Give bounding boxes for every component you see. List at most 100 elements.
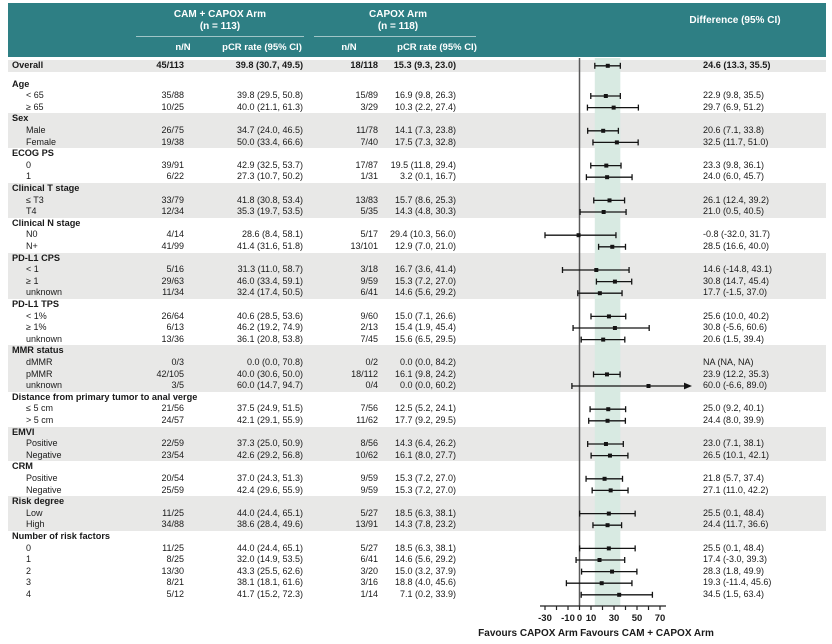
cam-n-N-value: 13/36 [161, 333, 184, 344]
subgroup-label: dMMR [26, 357, 53, 367]
capox-n-N-value: 9/59 [360, 275, 378, 286]
point-estimate-marker [610, 569, 615, 574]
capox-pcr-rate-value: 18.5 (6.3, 38.1) [394, 542, 456, 553]
table-row: Low 11/25 44.0 (24.4, 65.1) 5/27 18.5 (6.3, … [8, 507, 826, 520]
capox-n-N-value: 3/18 [360, 264, 378, 275]
x-tick-label: 70 [655, 613, 666, 624]
table-row: Male 26/75 34.7 (24.0, 46.5) 11/78 14.1 (7.3… [8, 125, 826, 137]
subgroup-header-label: CRM [12, 461, 33, 472]
cam-pcr-rate-value: 41.8 (30.8, 53.4) [236, 194, 303, 205]
difference-ci-value: 24.4 (11.7, 36.6) [703, 519, 769, 530]
ci-right-arrow [684, 382, 692, 390]
cam-pcr-rate-value: 36.1 (20.8, 53.8) [236, 333, 303, 344]
point-estimate-marker [612, 326, 617, 330]
subgroup-label: 4 [26, 589, 32, 599]
cam-pcr-rate-value: 38.6 (28.4, 49.6) [236, 519, 303, 530]
subgroup-label: Female [26, 136, 57, 147]
cam-n-N-value: 33/79 [161, 194, 184, 205]
cam-pcr-rate-value: 39.8 (30.7, 49.5) [235, 60, 303, 70]
table-row: EMVI [8, 426, 826, 439]
cam-pcr-rate-value: 42.4 (29.6, 55.9) [236, 484, 303, 495]
point-estimate-marker [606, 546, 611, 551]
difference-ci-value: 24.0 (6.0, 45.7) [703, 171, 765, 182]
cam-n-N-value: 5/12 [166, 589, 184, 599]
capox-n-N-value: 13/91 [355, 519, 378, 530]
capox-n-N-value: 10/62 [355, 449, 378, 460]
point-estimate-marker [607, 198, 612, 203]
difference-ci-value: NA (NA, NA) [703, 357, 754, 367]
capox-n-N-value: 0/4 [365, 380, 378, 391]
difference-ci-value: 20.6 (1.5, 39.4) [703, 333, 765, 344]
capox-pcr-rate-value: 17.5 (7.3, 32.8) [394, 136, 456, 147]
table-row: 3 8/21 38.1 (18.1, 61.6) 3/16 18.8 (4.0, 45.… [8, 577, 826, 589]
point-estimate-marker [601, 337, 606, 342]
cam-n-N-value: 8/25 [166, 554, 184, 565]
cam-n-N-value: 20/54 [161, 473, 184, 483]
capox-pcr-rate-value: 15.3 (7.2, 27.0) [394, 473, 456, 483]
arm2-nN-column-header: n/N [341, 42, 357, 53]
difference-ci-value: 32.5 (11.7, 51.0) [703, 136, 769, 147]
difference-ci-value: 24.4 (8.0, 39.9) [703, 415, 765, 425]
capox-pcr-rate-value: 14.3 (4.8, 30.3) [394, 206, 456, 217]
arm1-sample-size: (n = 113) [199, 21, 241, 32]
subgroup-label: Negative [26, 449, 62, 460]
table-row: < 65 35/88 39.8 (29.5, 50.8) 15/89 16.9 (9.8… [8, 90, 826, 102]
arm2-pcr-column-header: pCR rate (95% CI) [397, 42, 477, 53]
capox-n-N-value: 11/62 [356, 415, 378, 425]
table-row: PD-L1 TPS [8, 299, 826, 311]
subgroup-label: < 1 [26, 264, 39, 275]
cam-pcr-rate-value: 35.3 (19.7, 53.5) [236, 206, 303, 217]
cam-n-N-value: 22/59 [161, 438, 184, 449]
subgroup-header-label: Age [12, 78, 30, 89]
point-estimate-marker [601, 128, 606, 133]
cam-n-N-value: 0/3 [171, 357, 184, 367]
capox-pcr-rate-value: 14.3 (7.8, 23.2) [394, 519, 456, 530]
cam-n-N-value: 13/30 [161, 565, 184, 576]
table-row: Clinical T stage [8, 183, 826, 195]
subgroup-header-label: ECOG PS [12, 148, 54, 159]
cam-pcr-rate-value: 28.6 (8.4, 58.1) [241, 229, 303, 240]
table-row: < 1% 26/64 40.6 (28.5, 53.6) 9/60 15.0 (7.1,… [8, 311, 826, 323]
difference-ci-value: 26.5 (10.1, 42.1) [703, 449, 770, 460]
subgroup-label: 1 [26, 554, 32, 565]
subgroup-label: < 65 [26, 90, 44, 101]
subgroup-label: Positive [26, 438, 58, 449]
cam-n-N-value: 10/25 [161, 101, 184, 112]
difference-ci-value: 24.6 (13.3, 35.5) [703, 60, 771, 70]
capox-pcr-rate-value: 19.5 (11.8, 29.4) [390, 159, 456, 170]
table-row: 0 11/25 44.0 (24.4, 65.1) 5/27 18.5 (6.3, 38… [8, 543, 826, 555]
point-estimate-marker [611, 105, 616, 110]
cam-pcr-rate-value: 39.8 (29.5, 50.8) [236, 90, 303, 101]
capox-pcr-rate-value: 7.1 (0.2, 33.9) [399, 589, 456, 599]
difference-column-header: Difference (95% CI) [689, 15, 781, 26]
cam-n-N-value: 4/14 [166, 229, 184, 240]
cam-pcr-rate-value: 34.7 (24.0, 46.5) [236, 125, 303, 135]
table-row: Positive 20/54 37.0 (24.3, 51.3) 9/59 15.3 (… [8, 473, 826, 485]
table-row: High 34/88 38.6 (28.4, 49.6) 13/91 14.3 (7.8… [8, 519, 826, 531]
table-row: ≤ T3 33/79 41.8 (30.8, 53.4) 13/83 15.7 (8.6… [8, 194, 826, 207]
x-tick-label: 50 [632, 613, 643, 624]
cam-pcr-rate-value: 46.0 (33.4, 59.1) [236, 275, 303, 286]
capox-pcr-rate-value: 12.5 (5.2, 24.1) [394, 403, 456, 414]
table-row: ≤ 5 cm 21/56 37.5 (24.9, 51.5) 7/56 12.5 (5.… [8, 403, 826, 415]
cam-pcr-rate-value: 31.3 (11.0, 58.7) [237, 264, 303, 275]
capox-n-N-value: 5/35 [360, 206, 378, 217]
capox-n-N-value: 9/60 [360, 310, 378, 321]
cam-pcr-rate-value: 32.0 (14.9, 53.5) [236, 554, 303, 565]
table-row: > 5 cm 24/57 42.1 (29.1, 55.9) 11/62 17.7 (9… [8, 415, 826, 427]
subgroup-label: 3 [26, 577, 32, 588]
cam-pcr-rate-value: 40.0 (30.6, 50.0) [236, 368, 303, 379]
cam-pcr-rate-value: 46.2 (19.2, 74.9) [236, 322, 303, 333]
favours-right-label: Favours CAM + CAPOX Arm [580, 628, 714, 639]
capox-pcr-rate-value: 16.1 (9.8, 24.2) [394, 368, 456, 379]
capox-pcr-rate-value: 15.3 (7.2, 27.0) [394, 484, 456, 495]
point-estimate-marker [594, 268, 599, 272]
subgroup-label: ≤ T3 [26, 194, 44, 205]
subgroup-label: Positive [26, 473, 58, 483]
table-row: dMMR 0/3 0.0 (0.0, 70.8) 0/2 0.0 (0.0, 84.2)… [8, 357, 826, 369]
table-row: ≥ 1% 6/13 46.2 (19.2, 74.9) 2/13 15.4 (1.9, … [8, 322, 826, 334]
capox-n-N-value: 7/56 [360, 403, 378, 414]
difference-ci-value: 25.6 (10.0, 40.2) [703, 310, 770, 321]
capox-pcr-rate-value: 15.0 (7.1, 26.6) [394, 310, 456, 321]
capox-n-N-value: 7/45 [360, 333, 378, 344]
